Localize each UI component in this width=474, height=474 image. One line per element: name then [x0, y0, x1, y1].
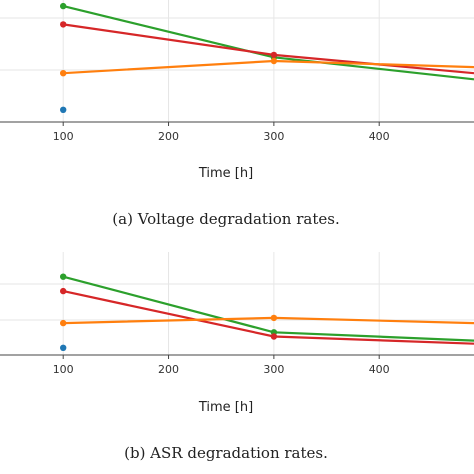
caption: (b) ASR degradation rates. [124, 444, 328, 462]
data-point [60, 273, 67, 280]
data-point [270, 57, 278, 65]
data-point [60, 344, 67, 351]
grid [0, 0, 474, 122]
data-point [60, 70, 67, 77]
x-tick-label: 400 [369, 130, 390, 143]
data-point [270, 314, 278, 322]
x-tick-label: 400 [369, 363, 390, 376]
x-axis-label: Time [h] [198, 400, 253, 415]
x-tick-labels: 100 200 300 400 [53, 122, 390, 143]
data-point [270, 51, 278, 59]
data-point [60, 319, 67, 327]
caption: (a) Voltage degradation rates. [112, 210, 339, 228]
x-tick-label: 300 [263, 363, 284, 376]
grid [0, 252, 474, 355]
x-tick-label: 200 [158, 363, 179, 376]
x-tick-label: 100 [53, 363, 74, 376]
data-point [60, 21, 67, 28]
data-point [60, 2, 67, 10]
x-tick-label: 100 [53, 130, 74, 143]
data-point [270, 333, 278, 340]
series-group [60, 273, 474, 351]
x-tick-label: 300 [263, 130, 284, 143]
series-line [62, 275, 474, 342]
x-tick-label: 200 [158, 130, 179, 143]
data-point [60, 287, 67, 295]
chart-panel-a: 100 200 300 400 Time [h] (a) Voltage degrad… [0, 0, 474, 228]
data-point [60, 106, 67, 114]
chart-panel-b: 100 200 300 400 Time [h] (b) ASR degradatio… [0, 252, 474, 462]
x-tick-labels: 100 200 300 400 [53, 355, 390, 376]
x-axis-label: Time [h] [198, 166, 253, 181]
series-group [60, 2, 474, 114]
